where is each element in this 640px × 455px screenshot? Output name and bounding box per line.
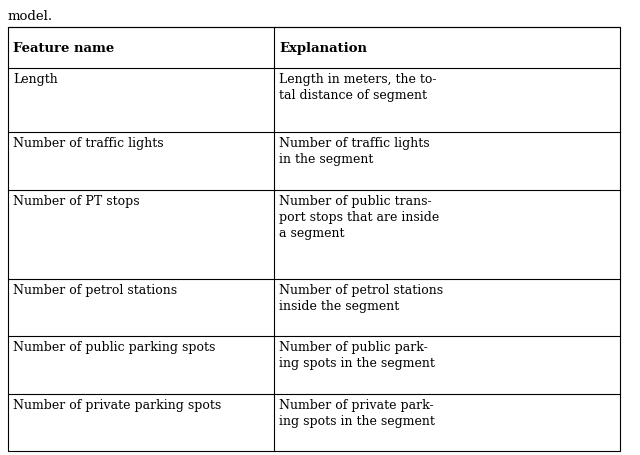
Text: Number of traffic lights
in the segment: Number of traffic lights in the segment <box>279 137 430 166</box>
Text: Feature name: Feature name <box>13 42 115 55</box>
Text: model.: model. <box>8 10 53 23</box>
Text: Number of petrol stations: Number of petrol stations <box>13 283 177 296</box>
Text: Number of private park-
ing spots in the segment: Number of private park- ing spots in the… <box>279 398 435 427</box>
Text: Number of PT stops: Number of PT stops <box>13 194 140 207</box>
Text: Number of private parking spots: Number of private parking spots <box>13 398 221 411</box>
Text: Explanation: Explanation <box>279 42 367 55</box>
Text: Number of public trans-
port stops that are inside
a segment: Number of public trans- port stops that … <box>279 194 440 239</box>
Text: Length in meters, the to-
tal distance of segment: Length in meters, the to- tal distance o… <box>279 73 436 102</box>
Text: Number of traffic lights: Number of traffic lights <box>13 137 164 150</box>
Text: Number of public park-
ing spots in the segment: Number of public park- ing spots in the … <box>279 340 435 369</box>
Text: Length: Length <box>13 73 58 86</box>
Text: Number of petrol stations
inside the segment: Number of petrol stations inside the seg… <box>279 283 444 312</box>
Text: Number of public parking spots: Number of public parking spots <box>13 340 216 354</box>
